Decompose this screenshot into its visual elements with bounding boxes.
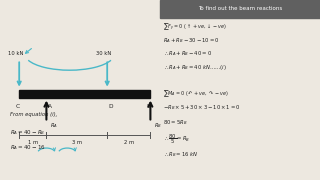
- Text: A: A: [48, 104, 52, 109]
- Text: $\sum M_A = 0\ (\curvearrowleft +ve, \curvearrowright -ve)$: $\sum M_A = 0\ (\curvearrowleft +ve, \cu…: [163, 88, 229, 99]
- Text: To find out the beam reactions: To find out the beam reactions: [198, 6, 282, 11]
- Text: $\therefore R_A + R_B = 40\ kN\ldots\ldots(i)$: $\therefore R_A + R_B = 40\ kN\ldots\ldo…: [163, 63, 227, 72]
- Bar: [160, 0, 320, 18]
- Text: $\therefore R_A + R_B - 40 = 0$: $\therefore R_A + R_B - 40 = 0$: [163, 50, 212, 58]
- Text: $R_A$: $R_A$: [50, 122, 58, 130]
- Text: $80 = 5R_B$: $80 = 5R_B$: [163, 118, 188, 127]
- Text: $R_A + R_B - 30 - 10 = 0$: $R_A + R_B - 30 - 10 = 0$: [163, 36, 220, 45]
- Text: 3 m: 3 m: [72, 140, 82, 145]
- Text: $R_B$: $R_B$: [154, 122, 162, 130]
- Text: $\therefore R_B = 16\ kN$: $\therefore R_B = 16\ kN$: [163, 150, 198, 159]
- Text: $\sum F_y = 0\ (\uparrow +ve,\downarrow -ve)$: $\sum F_y = 0\ (\uparrow +ve,\downarrow …: [163, 22, 227, 32]
- Text: $R_A = 40 - 16$: $R_A = 40 - 16$: [10, 143, 45, 152]
- Text: 2 m: 2 m: [124, 140, 134, 145]
- Text: $R_A = 40 - R_B$: $R_A = 40 - R_B$: [10, 128, 45, 137]
- Text: B: B: [147, 104, 151, 109]
- Text: $\therefore\dfrac{80}{5} = R_B$: $\therefore\dfrac{80}{5} = R_B$: [163, 132, 190, 146]
- Text: C: C: [16, 104, 20, 109]
- Text: 10 kN: 10 kN: [8, 51, 24, 56]
- Text: $-R_B\times 5 + 30\times 3 - 10\times 1 = 0$: $-R_B\times 5 + 30\times 3 - 10\times 1 …: [163, 103, 241, 112]
- Bar: [19, 90, 150, 98]
- Text: D: D: [109, 104, 113, 109]
- Text: 1 m: 1 m: [28, 140, 38, 145]
- Text: 30 kN: 30 kN: [96, 51, 112, 56]
- Text: From equation (i),: From equation (i),: [10, 112, 57, 117]
